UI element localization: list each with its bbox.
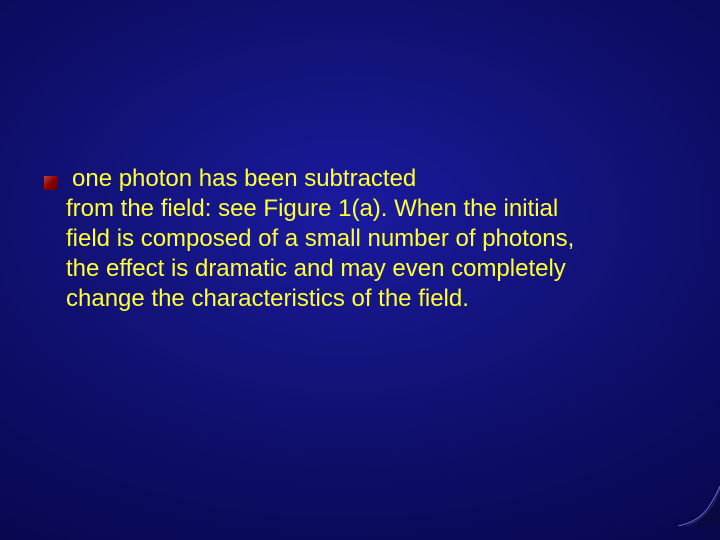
text-line-1: one photon has been subtracted (66, 164, 646, 194)
text-line-2: from the field: see Figure 1(a). When th… (66, 194, 646, 224)
text-line-3: field is composed of a small number of p… (66, 224, 646, 254)
body-text: one photon has been subtracted from the … (66, 164, 646, 314)
slide: one photon has been subtracted from the … (0, 0, 720, 540)
text-line-5: change the characteristics of the field. (66, 284, 646, 314)
bullet-icon (44, 176, 58, 190)
page-curl-icon (672, 486, 720, 526)
text-line-4: the effect is dramatic and may even comp… (66, 254, 646, 284)
